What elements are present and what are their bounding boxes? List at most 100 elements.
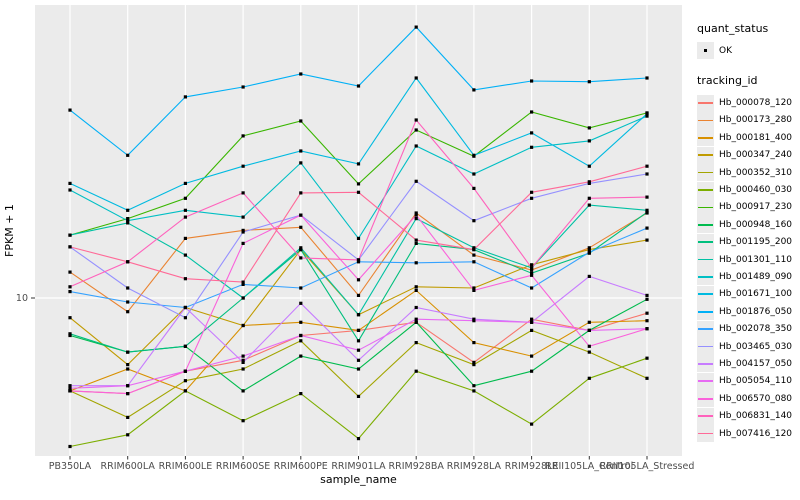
data-point bbox=[356, 367, 361, 371]
data-point bbox=[241, 230, 245, 234]
data-point bbox=[472, 319, 476, 323]
data-point bbox=[183, 181, 187, 185]
legend: quant_status OK tracking_id Hb_000078_12… bbox=[697, 22, 797, 442]
legend-item: Hb_000078_120 bbox=[697, 94, 797, 112]
data-point bbox=[299, 72, 303, 76]
data-point bbox=[241, 280, 245, 284]
data-point bbox=[126, 392, 130, 396]
data-point bbox=[530, 271, 534, 275]
data-point bbox=[530, 79, 534, 83]
data-point bbox=[645, 376, 649, 380]
data-point bbox=[472, 360, 476, 364]
data-point bbox=[414, 320, 418, 324]
x-tick-label: RRII105LA_Stressed bbox=[600, 461, 695, 472]
data-point bbox=[126, 367, 130, 371]
legend-key bbox=[697, 198, 714, 216]
legend-key bbox=[697, 251, 714, 269]
data-point bbox=[241, 191, 245, 195]
data-point bbox=[183, 215, 187, 219]
legend-line-swatch bbox=[698, 380, 713, 383]
legend-item: Hb_001876_050 bbox=[697, 303, 797, 321]
legend-title-quant-status: quant_status bbox=[697, 22, 769, 35]
data-point bbox=[530, 422, 534, 426]
data-point bbox=[472, 186, 476, 190]
x-tick-label: RRIM901LA bbox=[331, 461, 386, 472]
y-axis-title: FPKM + 1 bbox=[3, 204, 16, 257]
legend-line-swatch bbox=[698, 258, 713, 261]
legend-item: Hb_000948_160 bbox=[697, 216, 797, 234]
legend-line-swatch bbox=[698, 432, 713, 435]
data-point bbox=[356, 339, 361, 343]
data-point bbox=[414, 217, 418, 221]
data-point bbox=[68, 290, 72, 294]
legend-label-quant-ok: OK bbox=[719, 45, 732, 56]
x-tick-label: PB350LA bbox=[49, 461, 92, 472]
data-point bbox=[183, 389, 187, 393]
data-point bbox=[414, 213, 418, 217]
data-point bbox=[587, 328, 591, 332]
x-tick-label: RRIM600LA bbox=[101, 461, 156, 472]
data-point bbox=[414, 285, 418, 289]
data-point bbox=[299, 191, 303, 195]
data-point bbox=[645, 76, 649, 80]
data-point bbox=[183, 316, 187, 320]
data-point bbox=[587, 126, 591, 130]
legend-line-swatch bbox=[698, 171, 713, 174]
data-point bbox=[68, 108, 72, 112]
data-point bbox=[241, 323, 245, 328]
legend-label: Hb_004157_050 bbox=[719, 358, 793, 369]
data-point bbox=[530, 196, 534, 200]
legend-line-swatch bbox=[698, 136, 713, 139]
legend-tracking-rows: Hb_000078_120 Hb_000173_280 Hb_000181_400 H… bbox=[697, 94, 797, 442]
legend-label: Hb_001876_050 bbox=[719, 306, 793, 317]
data-point bbox=[356, 348, 361, 352]
data-point bbox=[183, 277, 187, 281]
data-point bbox=[530, 110, 534, 114]
data-point bbox=[645, 293, 649, 297]
data-point bbox=[356, 182, 361, 186]
data-point bbox=[587, 246, 591, 250]
data-point bbox=[126, 384, 130, 388]
legend-item: Hb_001489_090 bbox=[697, 268, 797, 286]
legend-item: Hb_003465_030 bbox=[697, 338, 797, 356]
data-point bbox=[645, 319, 649, 323]
x-axis-title: sample_name bbox=[320, 473, 397, 486]
data-point bbox=[241, 354, 245, 358]
data-point bbox=[299, 246, 303, 250]
data-point bbox=[472, 219, 476, 223]
data-point bbox=[645, 114, 649, 118]
data-point bbox=[472, 286, 476, 290]
legend-label: Hb_006570_080 bbox=[719, 393, 793, 404]
data-point bbox=[68, 386, 72, 390]
data-point bbox=[241, 85, 245, 89]
legend-line-swatch bbox=[698, 415, 713, 417]
legend-key bbox=[697, 407, 714, 425]
data-point bbox=[183, 379, 187, 383]
data-point bbox=[472, 389, 476, 393]
data-point bbox=[530, 320, 534, 324]
legend-label: Hb_006831_140 bbox=[719, 411, 793, 422]
data-point bbox=[183, 196, 187, 200]
legend-key bbox=[697, 355, 714, 373]
data-point bbox=[472, 248, 476, 252]
chart-plot-area: PB350LA RRIM600LA RRIM600LE RRIM600SE RRIM60… bbox=[3, 5, 695, 486]
data-point bbox=[645, 297, 649, 301]
data-point bbox=[241, 134, 245, 138]
data-point bbox=[530, 268, 534, 272]
data-point bbox=[68, 316, 72, 320]
data-point bbox=[126, 221, 130, 225]
data-point bbox=[299, 213, 303, 217]
data-point bbox=[299, 339, 303, 343]
data-point bbox=[68, 181, 72, 185]
data-point bbox=[356, 328, 361, 332]
data-point bbox=[414, 144, 418, 148]
data-point bbox=[299, 320, 303, 324]
data-point bbox=[356, 313, 361, 317]
data-point bbox=[472, 253, 476, 257]
data-point bbox=[68, 233, 72, 237]
data-point bbox=[530, 328, 534, 332]
legend-line-swatch bbox=[698, 102, 713, 104]
x-tick-label: RRII105LA_Control bbox=[545, 461, 633, 472]
data-point bbox=[587, 344, 591, 348]
x-tick-label: RRIM928BA bbox=[389, 461, 445, 472]
